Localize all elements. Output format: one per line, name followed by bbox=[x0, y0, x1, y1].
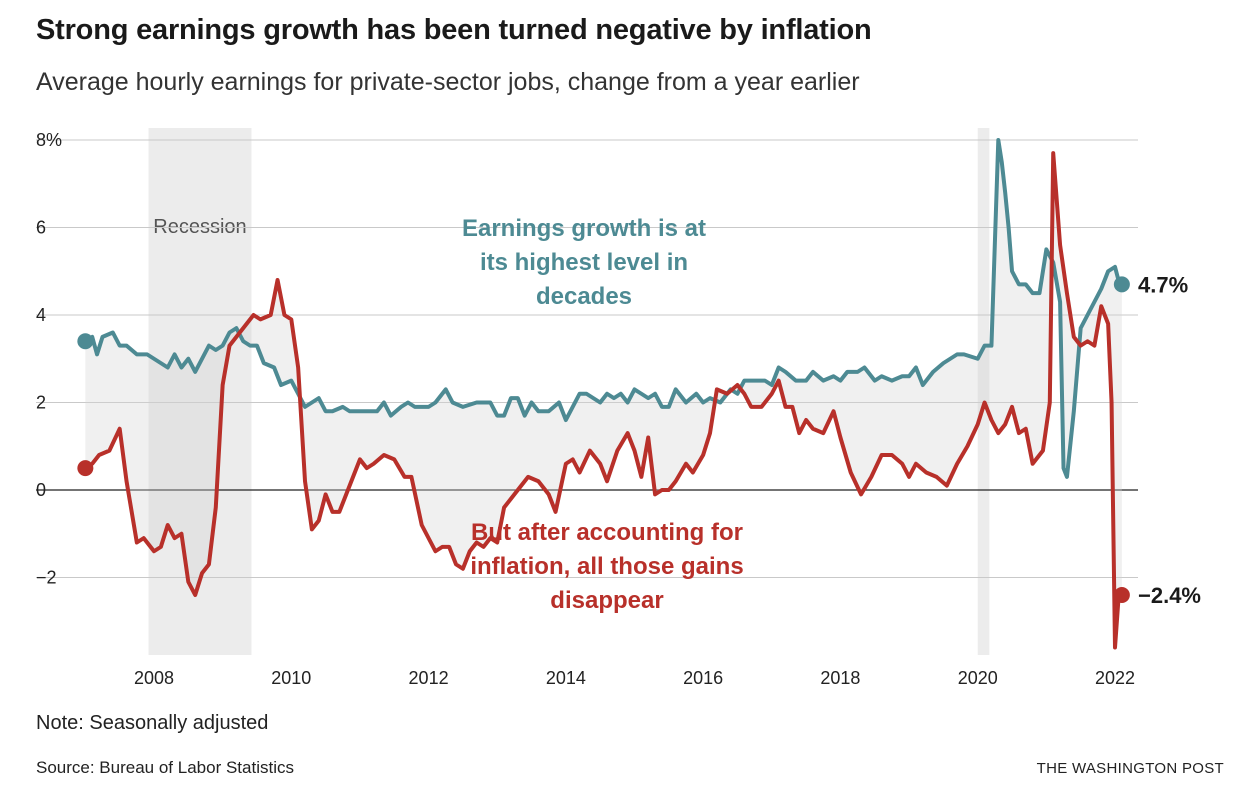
annotation-nominal: Earnings growth is at bbox=[462, 215, 706, 242]
series-line-real bbox=[83, 151, 1124, 650]
publisher-credit: THE WASHINGTON POST bbox=[1036, 760, 1224, 777]
x-tick-label: 2008 bbox=[134, 668, 174, 688]
gap-area bbox=[85, 140, 1122, 648]
chart-note: Note: Seasonally adjusted bbox=[36, 712, 269, 734]
chart-title: Strong earnings growth has been turned n… bbox=[36, 14, 872, 46]
annotation-real: disappear bbox=[550, 587, 663, 614]
x-tick-label: 2020 bbox=[958, 668, 998, 688]
series-start-point-nominal bbox=[77, 333, 94, 350]
y-tick-label: 8% bbox=[36, 130, 62, 150]
annotation-nominal: decades bbox=[536, 283, 632, 310]
series-end-label-real: −2.4% bbox=[1138, 583, 1201, 608]
series-end-label-nominal: 4.7% bbox=[1138, 272, 1188, 297]
y-tick-label: −2 bbox=[36, 568, 57, 588]
series-end-point-nominal bbox=[1113, 276, 1130, 293]
annotation-real: inflation, all those gains bbox=[470, 553, 743, 580]
recession-band bbox=[148, 128, 252, 655]
series-start-point-real bbox=[77, 460, 94, 477]
chart-subtitle: Average hourly earnings for private-sect… bbox=[36, 68, 860, 96]
x-tick-label: 2014 bbox=[546, 668, 586, 688]
y-tick-label: 2 bbox=[36, 393, 46, 413]
x-tick-label: 2018 bbox=[820, 668, 860, 688]
x-tick-label: 2010 bbox=[271, 668, 311, 688]
recession-band bbox=[977, 128, 990, 655]
x-tick-label: 2016 bbox=[683, 668, 723, 688]
annotation-real: But after accounting for bbox=[471, 519, 743, 546]
y-tick-label: 4 bbox=[36, 305, 46, 325]
series-line-nominal bbox=[83, 138, 1124, 479]
x-tick-label: 2012 bbox=[409, 668, 449, 688]
y-tick-label: 6 bbox=[36, 218, 46, 238]
x-tick-label: 2022 bbox=[1095, 668, 1135, 688]
annotation-nominal: its highest level in bbox=[480, 249, 688, 276]
series-end-point-real bbox=[1113, 587, 1130, 603]
y-tick-label: 0 bbox=[36, 480, 46, 500]
chart-source: Source: Bureau of Labor Statistics bbox=[36, 758, 294, 777]
